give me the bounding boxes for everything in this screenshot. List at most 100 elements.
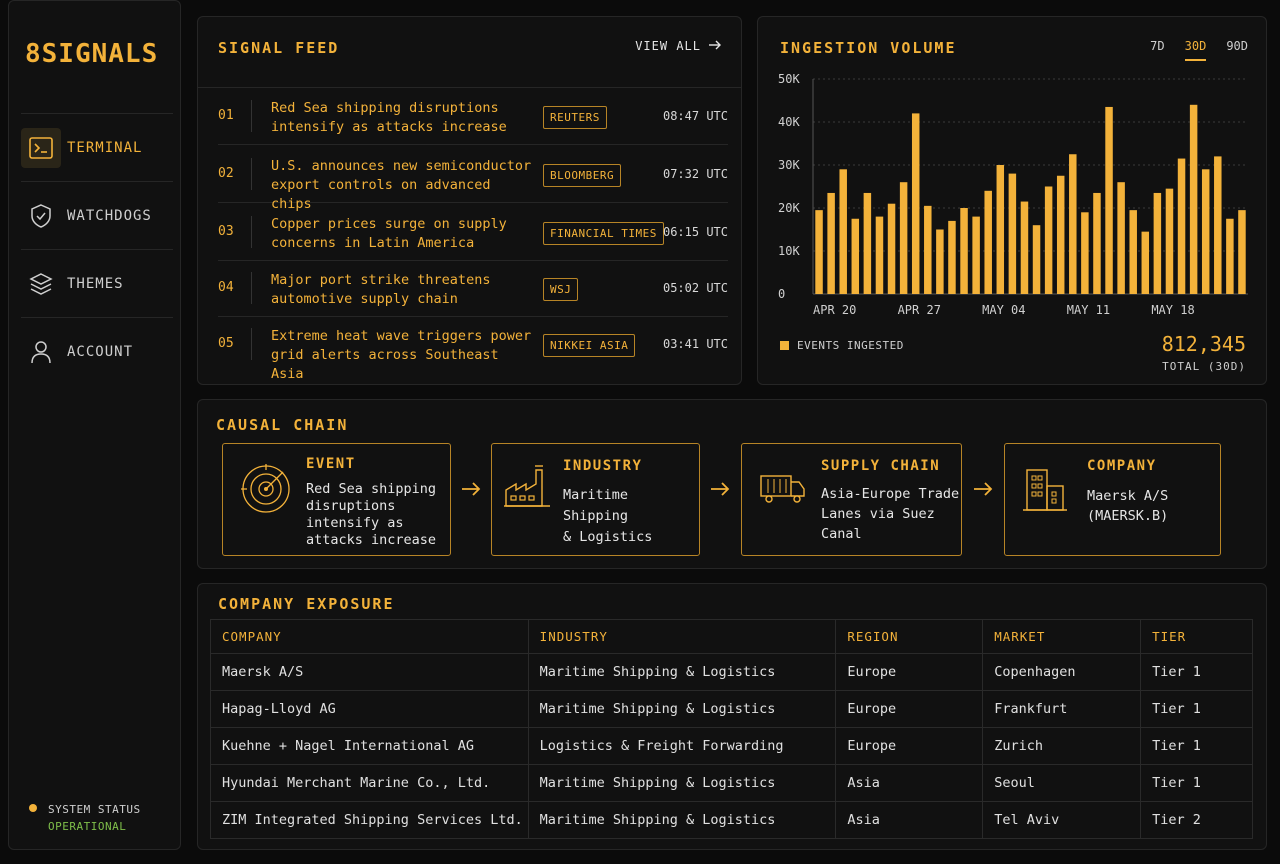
view-all-label: VIEW ALL (635, 39, 701, 53)
table-row[interactable]: Kuehne + Nagel International AG Logistic… (210, 727, 1253, 765)
y-tick-label: 30K (778, 158, 800, 172)
sidebar-item-account[interactable]: ACCOUNT (21, 317, 173, 385)
feed-item[interactable]: 03 Copper prices surge on supply concern… (218, 204, 728, 261)
feed-item-headline: Extreme heat wave triggers power grid al… (271, 327, 539, 384)
cell-company: ZIM Integrated Shipping Services Ltd. (210, 801, 529, 839)
total-value: 812,345 (1161, 332, 1246, 356)
bar (1201, 169, 1210, 294)
bar (1117, 182, 1125, 294)
source-badge: FINANCIAL TIMES (543, 222, 664, 245)
chain-step-company[interactable]: COMPANY Maersk A/S (MAERSK.B) (1004, 443, 1221, 556)
bar (972, 216, 980, 294)
chart-legend: EVENTS INGESTED (780, 339, 904, 352)
sidebar-item-label: THEMES (67, 275, 124, 292)
column-header-market[interactable]: MARKET (982, 619, 1142, 654)
legend-label: EVENTS INGESTED (797, 339, 904, 352)
sidebar-nav: TERMINAL WATCHDOGS THEMES ACCOUNT (21, 113, 173, 385)
cell-tier: Tier 2 (1140, 801, 1253, 839)
chain-text-line: intensify as (306, 515, 404, 531)
causal-chain-panel: CAUSAL CHAIN EVENT Red Sea shipping disr… (197, 399, 1267, 569)
status-label: SYSTEM STATUS (48, 803, 141, 816)
table-row[interactable]: Maersk A/S Maritime Shipping & Logistics… (210, 653, 1253, 691)
cell-tier: Tier 1 (1140, 690, 1253, 728)
chain-step-event[interactable]: EVENT Red Sea shipping disruptions inten… (222, 443, 451, 556)
feed-item-headline: Red Sea shipping disruptions intensify a… (271, 99, 539, 137)
bar (924, 205, 932, 294)
chain-text-line: Lanes via Suez (821, 506, 935, 522)
bar (1105, 106, 1113, 294)
feed-item[interactable]: 04 Major port strike threatens automotiv… (218, 260, 728, 317)
company-exposure-panel: COMPANY EXPOSURE COMPANY INDUSTRY REGION… (197, 583, 1267, 850)
feed-item-headline: Copper prices surge on supply concerns i… (271, 215, 539, 253)
source-badge: BLOOMBERG (543, 164, 622, 187)
feed-item-time: 03:41 UTC (662, 337, 728, 351)
causal-chain-title: CAUSAL CHAIN (216, 416, 349, 434)
cell-region: Europe (835, 653, 984, 691)
view-all-link[interactable]: VIEW ALL (635, 39, 721, 53)
x-tick-label: APR 27 (898, 303, 941, 317)
column-header-company[interactable]: COMPANY (210, 619, 529, 654)
sidebar-item-themes[interactable]: THEMES (21, 249, 173, 317)
table-row[interactable]: Hapag-Lloyd AG Maritime Shipping & Logis… (210, 690, 1253, 728)
shield-check-icon (21, 196, 61, 236)
y-tick-label: 10K (778, 244, 800, 258)
arrow-right-icon (461, 481, 481, 500)
terminal-icon (21, 127, 61, 168)
headline-line: concerns in Latin America (271, 235, 475, 251)
cell-region: Europe (835, 690, 984, 728)
divider (251, 272, 252, 304)
headline-line: intensify as attacks increase (271, 119, 507, 135)
bar (996, 165, 1005, 294)
chain-step-industry[interactable]: INDUSTRY Maritime Shipping & Logistics (491, 443, 700, 556)
chain-step-title: INDUSTRY (563, 458, 643, 474)
tab-90d[interactable]: 90D (1226, 39, 1248, 53)
range-tabs: 7D 30D 90D (1150, 39, 1248, 61)
bar (1165, 188, 1174, 294)
cell-industry: Maritime Shipping & Logistics (527, 764, 837, 802)
table-row[interactable]: Hyundai Merchant Marine Co., Ltd. Mariti… (210, 764, 1253, 802)
chain-step-supply-chain[interactable]: SUPPLY CHAIN Asia-Europe Trade Lanes via… (741, 443, 962, 556)
feed-item-number: 01 (218, 108, 234, 123)
sidebar-item-label: TERMINAL (67, 139, 143, 156)
tab-30d[interactable]: 30D (1184, 39, 1207, 61)
bar (960, 208, 968, 294)
x-tick-label: MAY 18 (1151, 303, 1194, 317)
company-exposure-title: COMPANY EXPOSURE (218, 595, 395, 613)
bar (1141, 231, 1150, 294)
cell-company: Kuehne + Nagel International AG (210, 727, 529, 765)
divider (251, 328, 252, 360)
bar (851, 218, 860, 294)
divider (251, 158, 252, 190)
feed-item[interactable]: 02 U.S. announces new semiconductor expo… (218, 146, 728, 212)
y-tick-label: 0 (778, 287, 785, 301)
status-value: OPERATIONAL (48, 820, 127, 833)
bar (1032, 225, 1041, 294)
column-header-region[interactable]: REGION (835, 619, 984, 654)
chain-text-line: Maritime Shipping (563, 487, 629, 524)
cell-region: Europe (835, 727, 984, 765)
chain-step-text: Red Sea shipping disruptions intensify a… (306, 481, 436, 549)
chain-step-title: SUPPLY CHAIN (821, 458, 941, 474)
bar (1238, 210, 1246, 294)
total-label: TOTAL (30D) (1162, 360, 1246, 373)
headline-line: Copper prices surge on supply (271, 216, 507, 232)
sidebar-item-watchdogs[interactable]: WATCHDOGS (21, 181, 173, 249)
chain-text-line: (MAERSK.B) (1087, 508, 1169, 524)
table-row[interactable]: ZIM Integrated Shipping Services Ltd. Ma… (210, 801, 1253, 839)
feed-item-time: 05:02 UTC (662, 281, 728, 295)
bar (863, 192, 872, 294)
bar (1020, 201, 1029, 294)
feed-item[interactable]: 05 Extreme heat wave triggers power grid… (218, 316, 728, 382)
sidebar-item-terminal[interactable]: TERMINAL (21, 113, 173, 181)
column-header-industry[interactable]: INDUSTRY (527, 619, 837, 654)
cell-tier: Tier 1 (1140, 653, 1253, 691)
source-badge: WSJ (543, 278, 579, 301)
tab-7d[interactable]: 7D (1150, 39, 1165, 53)
ingestion-title: INGESTION VOLUME (780, 39, 957, 57)
feed-item-time: 08:47 UTC (662, 109, 728, 123)
feed-item[interactable]: 01 Red Sea shipping disruptions intensif… (218, 88, 728, 145)
cell-industry: Maritime Shipping & Logistics (527, 801, 837, 839)
cell-region: Asia (835, 801, 984, 839)
column-header-tier[interactable]: TIER (1140, 619, 1253, 654)
cell-market: Copenhagen (982, 653, 1142, 691)
